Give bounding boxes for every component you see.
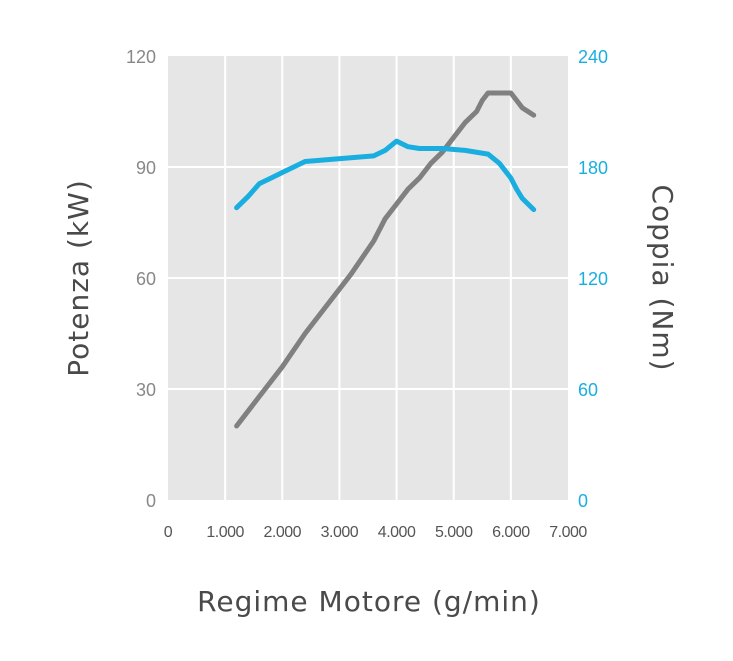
y-axis-left-title: Potenza (kW): [62, 179, 95, 376]
torque-series-line: [234, 138, 537, 213]
tick-labels: 0 30 60 90 120 0 60 120 180 240 0 1.000 2.000 3.000 4.…: [126, 47, 608, 541]
y-right-tick-label: 180: [578, 158, 608, 178]
x-tick-label: 2.000: [264, 524, 302, 541]
x-tick-label: 4.000: [378, 524, 416, 541]
power-series-line: [234, 90, 537, 429]
x-tick-label: 1.000: [206, 524, 244, 541]
x-tick-label: 0: [164, 524, 173, 541]
x-tick-label: 7.000: [549, 524, 587, 541]
x-tick-label: 5.000: [435, 524, 473, 541]
x-axis-title: Regime Motore (g/min): [197, 585, 541, 618]
x-tick-label: 6.000: [492, 524, 530, 541]
y-left-tick-label: 90: [136, 158, 156, 178]
x-tick-label: 3.000: [321, 524, 359, 541]
y-right-tick-label: 0: [578, 491, 588, 511]
series-lines: [234, 90, 537, 429]
y-right-tick-label: 60: [578, 380, 598, 400]
y-right-tick-label: 240: [578, 47, 608, 67]
y-right-tick-label: 120: [578, 269, 608, 289]
y-left-tick-label: 120: [126, 47, 156, 67]
y-axis-right-title: Coppia (Nm): [646, 184, 679, 371]
y-left-tick-label: 30: [136, 380, 156, 400]
grid: [168, 56, 568, 500]
y-left-tick-label: 60: [136, 269, 156, 289]
y-left-tick-label: 0: [146, 491, 156, 511]
